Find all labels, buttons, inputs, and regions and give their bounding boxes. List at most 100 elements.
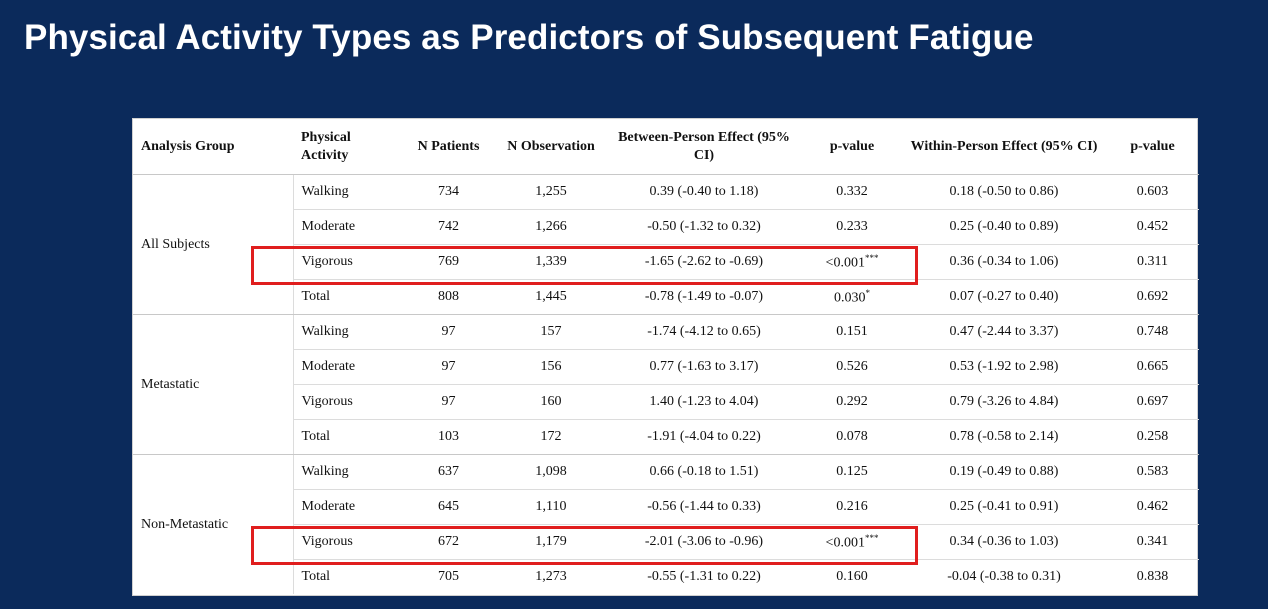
table-row: Moderate 645 1,110 -0.56 (-1.44 to 0.33) 0.2… xyxy=(133,489,1199,525)
p-value-between-cell: 0.125 xyxy=(802,454,902,490)
activity-cell: Moderate xyxy=(293,349,401,385)
between-effect-cell: 0.66 (-0.18 to 1.51) xyxy=(606,454,802,490)
n-patients-cell: 97 xyxy=(401,314,496,350)
n-observation-cell: 157 xyxy=(496,314,606,350)
p-value-between-cell: 0.078 xyxy=(802,419,902,455)
significance-marker: * xyxy=(865,287,871,298)
p-value-between-cell: 0.030* xyxy=(802,279,902,315)
activity-cell: Vigorous xyxy=(293,244,401,280)
between-effect-cell: -0.50 (-1.32 to 0.32) xyxy=(606,209,802,245)
results-table: Analysis Group Physical Activity N Patie… xyxy=(133,119,1199,594)
table-row: Metastatic Walking 97 157 -1.74 (-4.12 to 0.… xyxy=(133,314,1199,455)
within-effect-cell: 0.79 (-3.26 to 4.84) xyxy=(902,384,1106,420)
n-observation-cell: 1,273 xyxy=(535,569,567,584)
header-physical-activity: Physical Activity xyxy=(293,119,401,175)
n-patients-cell: 97 xyxy=(401,349,496,385)
n-patients-cell: 742 xyxy=(401,209,496,245)
activity-cell: Moderate xyxy=(293,209,401,245)
between-effect-cell: -0.78 (-1.49 to -0.07) xyxy=(606,279,802,315)
table-row: Total 808 1,445 -0.78 (-1.49 to -0.07) 0.030… xyxy=(133,279,1199,315)
p-value-between-cell: <0.001*** xyxy=(802,524,902,560)
n-patients-cell: 103 xyxy=(401,419,496,455)
between-effect-cell: -1.74 (-4.12 to 0.65) xyxy=(606,314,802,350)
between-effect-cell: 1.40 (-1.23 to 4.04) xyxy=(606,384,802,420)
within-effect-cell: 0.36 (-0.34 to 1.06) xyxy=(902,244,1106,280)
table-row: Vigorous 769 1,339 -1.65 (-2.62 to -0.69) <0… xyxy=(133,244,1199,280)
n-observation-cell: 1,445 xyxy=(496,279,606,315)
header-within-effect: Within-Person Effect (95% CI) xyxy=(902,119,1106,175)
p-value-between-cell: <0.001*** xyxy=(802,244,902,280)
within-effect-cell: 0.47 (-2.44 to 3.37) xyxy=(902,314,1106,350)
between-effect-cell: -0.55 (-1.31 to 0.22) xyxy=(647,569,761,584)
slide-title: Physical Activity Types as Predictors of… xyxy=(24,18,1034,57)
table-row: Vigorous 672 1,179 -2.01 (-3.06 to -0.96) <0… xyxy=(133,524,1199,560)
activity-cell: Moderate xyxy=(293,489,401,525)
p-value-within-cell: 0.692 xyxy=(1106,279,1199,315)
table-row: Total 103 172 -1.91 (-4.04 to 0.22) 0.078 0.7… xyxy=(133,419,1199,455)
n-observation-cell: 160 xyxy=(496,384,606,420)
between-effect-cell: 0.77 (-1.63 to 3.17) xyxy=(606,349,802,385)
results-table-container: Analysis Group Physical Activity N Patie… xyxy=(132,118,1199,596)
table-row: Vigorous 97 160 1.40 (-1.23 to 4.04) 0.292 0.… xyxy=(133,384,1199,420)
p-value-within-cell: 0.452 xyxy=(1106,209,1199,245)
table-row: Moderate 742 1,266 -0.50 (-1.32 to 0.32) 0.2… xyxy=(133,209,1199,245)
n-patients-cell: 97 xyxy=(401,384,496,420)
p-value-within-cell: 0.665 xyxy=(1106,349,1199,385)
p-value-text: <0.001 xyxy=(825,255,865,271)
header-analysis-group: Analysis Group xyxy=(133,119,293,175)
analysis-group-cell: All Subjects xyxy=(133,174,294,315)
n-observation-cell: 1,098 xyxy=(496,454,606,490)
p-value-within-cell: 0.748 xyxy=(1106,314,1199,350)
p-value-between-cell: 0.332 xyxy=(802,174,902,210)
header-between-effect: Between-Person Effect (95% CI) xyxy=(606,119,802,175)
activity-cell: Vigorous xyxy=(293,384,401,420)
between-effect-cell: -2.01 (-3.06 to -0.96) xyxy=(606,524,802,560)
p-value-between-cell: 0.160 xyxy=(836,569,868,584)
within-effect-cell: 0.78 (-0.58 to 2.14) xyxy=(902,419,1106,455)
between-effect-cell: 0.39 (-0.40 to 1.18) xyxy=(606,174,802,210)
n-patients-cell: 705 xyxy=(438,569,459,584)
p-value-within-cell: 0.697 xyxy=(1106,384,1199,420)
n-patients-cell: 769 xyxy=(401,244,496,280)
significance-marker: *** xyxy=(864,532,879,543)
within-effect-cell: 0.07 (-0.27 to 0.40) xyxy=(902,279,1106,315)
within-effect-cell: -0.04 (-0.38 to 0.31) xyxy=(947,569,1061,584)
p-value-text: <0.001 xyxy=(825,535,865,551)
between-effect-cell: -1.65 (-2.62 to -0.69) xyxy=(606,244,802,280)
header-p-value-between: p-value xyxy=(802,119,902,175)
n-patients-cell: 637 xyxy=(401,454,496,490)
table-row: Total 705 1,273 -0.55 (-1.31 to 0.22) 0.160 -… xyxy=(133,560,1199,595)
n-observation-cell: 1,179 xyxy=(496,524,606,560)
within-effect-cell: 0.34 (-0.36 to 1.03) xyxy=(902,524,1106,560)
between-effect-cell: -0.56 (-1.44 to 0.33) xyxy=(606,489,802,525)
table-row: Non-Metastatic Walking 637 1,098 0.66 (-0.18… xyxy=(133,454,1199,594)
table-header-row: Analysis Group Physical Activity N Patie… xyxy=(133,119,1199,175)
p-value-between-cell: 0.151 xyxy=(802,314,902,350)
activity-cell: Total xyxy=(293,419,401,455)
between-effect-cell: -1.91 (-4.04 to 0.22) xyxy=(606,419,802,455)
n-patients-cell: 808 xyxy=(401,279,496,315)
p-value-between-cell: 0.526 xyxy=(802,349,902,385)
activity-cell: Walking xyxy=(293,174,401,210)
table-row: Moderate 97 156 0.77 (-1.63 to 3.17) 0.526 0.… xyxy=(133,349,1199,385)
p-value-within-cell: 0.838 xyxy=(1136,569,1169,584)
n-observation-cell: 1,110 xyxy=(496,489,606,525)
header-p-value-within: p-value xyxy=(1106,119,1199,175)
p-value-within-cell: 0.462 xyxy=(1106,489,1199,525)
p-value-within-cell: 0.341 xyxy=(1106,524,1199,560)
header-n-observation: N Observation xyxy=(496,119,606,175)
p-value-within-cell: 0.583 xyxy=(1106,454,1199,490)
n-patients-cell: 645 xyxy=(401,489,496,525)
table-body: All Subjects Walking 734 1,255 0.39 (-0.40 t… xyxy=(133,174,1199,595)
activity-cell: Total xyxy=(293,279,401,315)
p-value-between-cell: 0.216 xyxy=(802,489,902,525)
p-value-within-cell: 0.603 xyxy=(1106,174,1199,210)
n-patients-cell: 672 xyxy=(401,524,496,560)
n-observation-cell: 1,266 xyxy=(496,209,606,245)
within-effect-cell: 0.19 (-0.49 to 0.88) xyxy=(902,454,1106,490)
p-value-within-cell: 0.258 xyxy=(1106,419,1199,455)
n-patients-cell: 734 xyxy=(401,174,496,210)
n-observation-cell: 172 xyxy=(496,419,606,455)
activity-cell: Walking xyxy=(293,454,401,490)
n-observation-cell: 156 xyxy=(496,349,606,385)
